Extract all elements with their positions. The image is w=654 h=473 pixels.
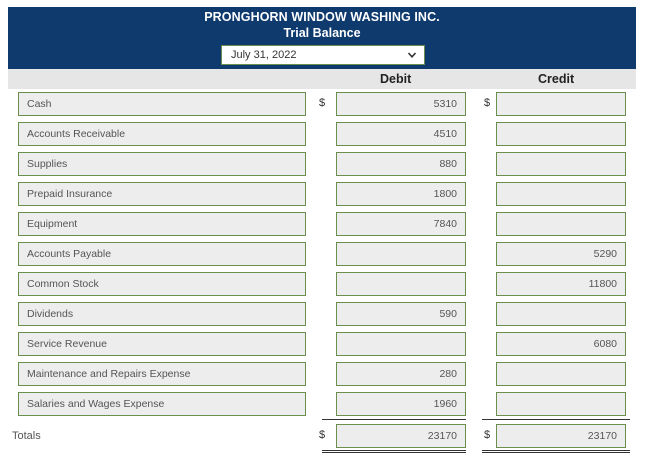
debit-amount-field[interactable] — [336, 242, 466, 266]
account-name-field[interactable]: Accounts Payable — [18, 242, 306, 266]
credit-amount-field[interactable] — [496, 152, 626, 176]
totals-credit-dollar-sign: $ — [484, 429, 491, 441]
credit-amount-field[interactable] — [496, 212, 626, 236]
totals-debit-dollar-sign: $ — [319, 429, 326, 441]
account-name-field[interactable]: Maintenance and Repairs Expense — [18, 362, 306, 386]
credit-amount-field[interactable] — [496, 392, 626, 416]
chevron-down-icon — [407, 52, 417, 58]
account-name-field[interactable]: Service Revenue — [18, 332, 306, 356]
debit-column-header: Debit — [380, 72, 412, 86]
debit-amount-field[interactable]: 1800 — [336, 182, 466, 206]
table-row: Common Stock 11800 — [0, 272, 654, 296]
credit-amount-field[interactable] — [496, 362, 626, 386]
account-name-field[interactable]: Equipment — [18, 212, 306, 236]
table-row: Service Revenue 6080 — [0, 332, 654, 356]
credit-dollar-sign: $ — [484, 97, 491, 109]
account-name-field[interactable]: Salaries and Wages Expense — [18, 392, 306, 416]
debit-amount-field[interactable]: 280 — [336, 362, 466, 386]
credit-amount-field[interactable] — [496, 302, 626, 326]
credit-amount-field[interactable]: 5290 — [496, 242, 626, 266]
debit-amount-field[interactable]: 5310 — [336, 92, 466, 116]
debit-dollar-sign: $ — [319, 97, 326, 109]
credit-amount-field[interactable]: 6080 — [496, 332, 626, 356]
table-row: Equipment 7840 — [0, 212, 654, 236]
debit-amount-field[interactable]: 4510 — [336, 122, 466, 146]
account-name-field[interactable]: Accounts Receivable — [18, 122, 306, 146]
account-name-field[interactable]: Common Stock — [18, 272, 306, 296]
debit-total-double-rule-top — [322, 450, 466, 451]
debit-amount-field[interactable] — [336, 272, 466, 296]
credit-amount-field[interactable]: 11800 — [496, 272, 626, 296]
totals-debit-field[interactable]: 23170 — [336, 424, 466, 448]
credit-amount-field[interactable] — [496, 182, 626, 206]
credit-column-header: Credit — [538, 72, 575, 86]
table-row: Cash $ $5310 — [0, 92, 654, 116]
totals-label: Totals — [12, 430, 41, 442]
table-row: Accounts Payable 5290 — [0, 242, 654, 266]
debit-amount-field[interactable]: 880 — [336, 152, 466, 176]
totals-row: Totals $ 23170 $ 23170 — [0, 424, 654, 448]
totals-credit-field[interactable]: 23170 — [496, 424, 626, 448]
account-name-field[interactable]: Supplies — [18, 152, 306, 176]
debit-amount-field[interactable]: 590 — [336, 302, 466, 326]
credit-amount-field[interactable] — [496, 122, 626, 146]
company-name: PRONGHORN WINDOW WASHING INC. — [204, 10, 440, 24]
report-title: Trial Balance — [283, 26, 361, 40]
table-row: Dividends 590 — [0, 302, 654, 326]
table-row: Accounts Receivable 4510 — [0, 122, 654, 146]
debit-amount-field[interactable]: 7840 — [336, 212, 466, 236]
debit-subtotal-rule — [322, 419, 466, 420]
account-name-field[interactable]: Cash — [18, 92, 306, 116]
date-select[interactable]: July 31, 2022 — [221, 45, 425, 65]
debit-amount-field[interactable] — [336, 332, 466, 356]
credit-amount-field[interactable] — [496, 92, 626, 116]
date-select-value: July 31, 2022 — [231, 49, 297, 61]
report-header: PRONGHORN WINDOW WASHING INC. Trial Bala… — [8, 7, 636, 69]
credit-subtotal-rule — [482, 419, 630, 420]
account-name-field[interactable]: Dividends — [18, 302, 306, 326]
table-row: Supplies 880 — [0, 152, 654, 176]
table-row: Prepaid Insurance 1800 — [0, 182, 654, 206]
table-row: Salaries and Wages Expense 1960 — [0, 392, 654, 416]
credit-total-double-rule-bottom — [482, 452, 630, 453]
table-row: Maintenance and Repairs Expense 280 — [0, 362, 654, 386]
debit-amount-field[interactable]: 1960 — [336, 392, 466, 416]
column-header-bar: Debit Credit — [8, 69, 636, 89]
credit-total-double-rule-top — [482, 450, 630, 451]
debit-total-double-rule-bottom — [322, 452, 466, 453]
account-name-field[interactable]: Prepaid Insurance — [18, 182, 306, 206]
